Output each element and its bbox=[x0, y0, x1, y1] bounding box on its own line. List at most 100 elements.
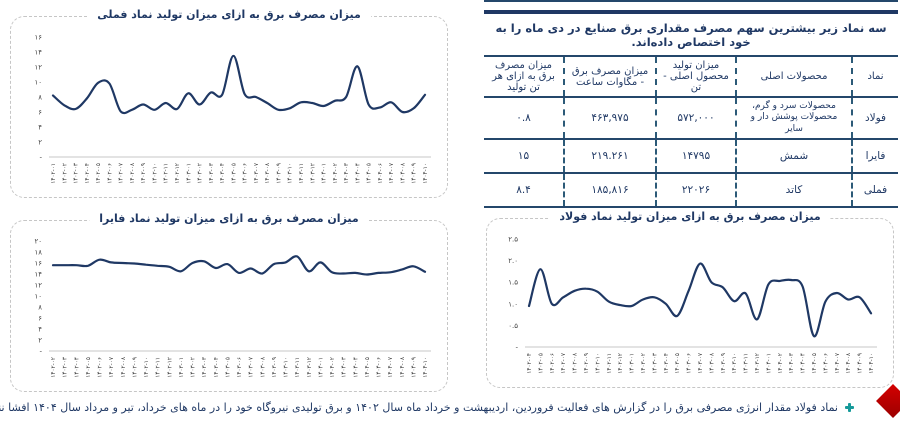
cell-production: ۵۷۲,۰۰۰ bbox=[655, 97, 736, 139]
cell-symbol: فملی bbox=[851, 172, 898, 207]
svg-text:۱۴۰۳-۱۰: ۱۴۰۳-۱۰ bbox=[284, 357, 290, 378]
svg-text:۲.۰: ۲.۰ bbox=[508, 257, 518, 265]
cell-production: ۲۲۰۲۶ bbox=[655, 172, 736, 207]
svg-text:۱۴۰۲-۰۶: ۱۴۰۲-۰۶ bbox=[98, 357, 104, 378]
svg-text:۱.۰: ۱.۰ bbox=[508, 300, 518, 308]
svg-text:۱۴۰۳-۰۵: ۱۴۰۳-۰۵ bbox=[675, 353, 681, 374]
svg-text:۱۴۰۴-۰۵: ۱۴۰۴-۰۵ bbox=[365, 357, 371, 378]
svg-text:۱۴۰۳-۰۴: ۱۴۰۳-۰۴ bbox=[220, 163, 226, 184]
cell-products: شمش bbox=[735, 138, 852, 173]
svg-text:۱۴۰۲-۱۲: ۱۴۰۲-۱۲ bbox=[175, 163, 181, 184]
svg-text:۱۴۰۴-۰۳: ۱۴۰۴-۰۳ bbox=[789, 353, 795, 374]
svg-text:۱۴۰۳-۱۲: ۱۴۰۳-۱۲ bbox=[310, 163, 316, 184]
svg-text:۱۴۰۳-۰۱: ۱۴۰۳-۰۱ bbox=[630, 353, 636, 374]
chart-panel-foolad: میزان مصرف برق به ازای میزان تولید نماد … bbox=[486, 210, 894, 388]
svg-text:۴: ۴ bbox=[38, 326, 42, 334]
svg-text:۱۴۰۲-۰۶: ۱۴۰۲-۰۶ bbox=[550, 353, 556, 374]
svg-text:۰.۵: ۰.۵ bbox=[508, 322, 518, 330]
svg-text:-: - bbox=[39, 348, 42, 356]
svg-text:۱۴۰۳-۰۹: ۱۴۰۳-۰۹ bbox=[276, 163, 282, 184]
svg-text:۱۴۰۳-۰۹: ۱۴۰۳-۰۹ bbox=[721, 353, 727, 374]
svg-text:۱۴۰۴-۰۱: ۱۴۰۴-۰۱ bbox=[766, 353, 772, 374]
consumption-table-card: سه نماد زیر بیشترین سهم مصرف مقداری برق … bbox=[484, 0, 898, 208]
table-row-faira: فایرا شمش ۱۴۷۹۵ ۲۱۹.۲۶۱ ۱۵ bbox=[484, 138, 898, 173]
svg-text:۱۴۰۳-۰۸: ۱۴۰۳-۰۸ bbox=[265, 163, 271, 184]
svg-text:۱۴۰۳-۰۷: ۱۴۰۳-۰۷ bbox=[254, 163, 260, 184]
svg-text:۱۸: ۱۸ bbox=[34, 249, 42, 257]
svg-text:۱۴۰۲-۰۲: ۱۴۰۲-۰۲ bbox=[62, 163, 68, 184]
svg-text:۱۴۰۴-۰۶: ۱۴۰۴-۰۶ bbox=[823, 353, 829, 374]
svg-text:۱۴۰۲-۰۴: ۱۴۰۲-۰۴ bbox=[85, 163, 91, 184]
cell-products: محصولات سرد و گرم، محصولات پوشش دار و سا… bbox=[735, 97, 852, 139]
consumption-table: نماد محصولات اصلی میزان تولید محصول اصلی… bbox=[484, 57, 898, 208]
svg-text:۱۴۰۴-۰۶: ۱۴۰۴-۰۶ bbox=[377, 357, 383, 378]
svg-text:۱۴۰۲-۰۸: ۱۴۰۲-۰۸ bbox=[130, 163, 136, 184]
svg-text:۱۴۰۲-۰۴: ۱۴۰۲-۰۴ bbox=[527, 353, 533, 374]
svg-text:۱۴۰۴-۱۰: ۱۴۰۴-۱۰ bbox=[423, 163, 429, 184]
svg-text:۱۴۰۲-۰۳: ۱۴۰۲-۰۳ bbox=[63, 357, 69, 378]
column-header-main-products: محصولات اصلی bbox=[735, 57, 852, 97]
svg-text:۱۴۰۳-۱۰: ۱۴۰۳-۱۰ bbox=[732, 353, 738, 374]
flower-bullet-icon bbox=[845, 403, 854, 412]
svg-text:۱۴۰۲-۱۱: ۱۴۰۲-۱۱ bbox=[156, 357, 162, 378]
svg-text:۱۴۰۴-۰۵: ۱۴۰۴-۰۵ bbox=[367, 163, 373, 184]
svg-text:۱۴۰۲-۱۰: ۱۴۰۲-۱۰ bbox=[144, 357, 150, 378]
svg-text:۱۴۰۳-۰۸: ۱۴۰۳-۰۸ bbox=[709, 353, 715, 374]
svg-text:۱۴۰۳-۰۳: ۱۴۰۳-۰۳ bbox=[209, 163, 215, 184]
svg-text:۱۴۰۳-۱۰: ۱۴۰۳-۱۰ bbox=[288, 163, 294, 184]
svg-text:۱۴۰۲-۰۲: ۱۴۰۲-۰۲ bbox=[51, 357, 57, 378]
cell-consumption: ۱۸۵,۸۱۶ bbox=[563, 172, 656, 207]
svg-text:۶: ۶ bbox=[38, 315, 42, 323]
svg-text:۱۴۰۴-۰۴: ۱۴۰۴-۰۴ bbox=[355, 163, 361, 184]
svg-text:۱۴۰۲-۰۵: ۱۴۰۲-۰۵ bbox=[86, 357, 92, 378]
column-header-consumption-mwh: میزان مصرف برق - مگاوات ساعت bbox=[563, 57, 656, 97]
svg-text:۱۴۰۲-۰۸: ۱۴۰۲-۰۸ bbox=[573, 353, 579, 374]
svg-text:۲۰: ۲۰ bbox=[34, 238, 42, 246]
table-row-famli: فملی کاتد ۲۲۰۲۶ ۱۸۵,۸۱۶ ۸.۴ bbox=[484, 172, 898, 207]
chart-panel-faira: میزان مصرف برق به ازای میزان تولید نماد … bbox=[10, 212, 448, 392]
cell-per-ton: ۰.۸ bbox=[516, 111, 531, 124]
svg-text:۱۴۰۴-۰۷: ۱۴۰۴-۰۷ bbox=[389, 163, 395, 184]
svg-text:-: - bbox=[515, 344, 518, 352]
svg-text:۱۴۰۳-۱۲: ۱۴۰۳-۱۲ bbox=[755, 353, 761, 374]
svg-text:۱۴۰۳-۰۷: ۱۴۰۳-۰۷ bbox=[249, 357, 255, 378]
svg-text:۲: ۲ bbox=[38, 139, 42, 147]
svg-text:۱۴۰۳-۰۹: ۱۴۰۳-۰۹ bbox=[272, 357, 278, 378]
column-header-production-tons: میزان تولید محصول اصلی - تن bbox=[655, 57, 736, 97]
line-chart-faira: - ۲ ۴ ۶ ۸ ۱۰ ۱۲ ۱۴ ۱۶ ۱۸ ۲۰ ۱۴۰۲-۰۲ ۱۴۰۲-۰۳ ۱۴۰۲-۰۴ ۱۴… bbox=[19, 233, 439, 389]
svg-text:۱۴۰۲-۰۳: ۱۴۰۲-۰۳ bbox=[74, 163, 80, 184]
column-header-consumption-per-ton: میزان مصرف برق به ازای هر تن تولید bbox=[492, 60, 555, 93]
svg-text:۱۴۰۲-۰۵: ۱۴۰۲-۰۵ bbox=[96, 163, 102, 184]
svg-text:۲.۵: ۲.۵ bbox=[508, 236, 518, 244]
line-chart-famli: - ۲ ۴ ۶ ۸ ۱۰ ۱۲ ۱۴ ۱۶ ۱۴۰۲-۰۱ ۱۴۰۲-۰۲ ۱۴۰۲-۰۳ ۱۴۰۲-۰… bbox=[19, 29, 439, 195]
svg-text:۴: ۴ bbox=[38, 124, 42, 132]
svg-text:۱۴۰۲-۰۷: ۱۴۰۲-۰۷ bbox=[109, 357, 115, 378]
svg-text:۱۴۰۳-۰۱: ۱۴۰۳-۰۱ bbox=[186, 163, 192, 184]
svg-text:۱۴۰۲-۰۴: ۱۴۰۲-۰۴ bbox=[74, 357, 80, 378]
table-row-foolad: فولاد محصولات سرد و گرم، محصولات پوشش دا… bbox=[484, 97, 898, 139]
svg-text:۱۴۰۲-۱۰: ۱۴۰۲-۱۰ bbox=[152, 163, 158, 184]
svg-text:۱۴۰۴-۰۳: ۱۴۰۴-۰۳ bbox=[342, 357, 348, 378]
svg-text:۱۴۰۲-۱۰: ۱۴۰۲-۱۰ bbox=[595, 353, 601, 374]
svg-text:۱۲: ۱۲ bbox=[34, 64, 42, 72]
cell-consumption: ۲۱۹.۲۶۱ bbox=[563, 138, 656, 173]
svg-text:۱۴۰۴-۰۹: ۱۴۰۴-۰۹ bbox=[412, 163, 418, 184]
table-header-row: نماد محصولات اصلی میزان تولید محصول اصلی… bbox=[484, 57, 898, 97]
cell-consumption: ۴۶۳,۹۷۵ bbox=[563, 97, 656, 139]
cell-per-ton: ۱۵ bbox=[517, 149, 530, 162]
svg-text:۱۴۰۲-۰۸: ۱۴۰۲-۰۸ bbox=[121, 357, 127, 378]
chart-panel-famli: میزان مصرف برق به ازای میزان تولید نماد … bbox=[10, 8, 448, 198]
svg-text:۱۴۰۲-۰۹: ۱۴۰۲-۰۹ bbox=[132, 357, 138, 378]
svg-text:۱۴۰۴-۰۸: ۱۴۰۴-۰۸ bbox=[400, 357, 406, 378]
svg-text:۱۰: ۱۰ bbox=[34, 293, 42, 301]
svg-text:۱۴۰۳-۰۴: ۱۴۰۳-۰۴ bbox=[214, 357, 220, 378]
svg-text:۱۴۰۲-۰۶: ۱۴۰۲-۰۶ bbox=[107, 163, 113, 184]
svg-text:۱۴۰۲-۰۷: ۱۴۰۲-۰۷ bbox=[561, 353, 567, 374]
svg-text:۱۴۰۴-۰۷: ۱۴۰۴-۰۷ bbox=[388, 357, 394, 378]
svg-text:۱۴۰۳-۱۱: ۱۴۰۳-۱۱ bbox=[744, 353, 750, 374]
svg-text:۱۴۰۲-۱۱: ۱۴۰۲-۱۱ bbox=[164, 163, 170, 184]
svg-text:۱۴۰۳-۰۷: ۱۴۰۳-۰۷ bbox=[698, 353, 704, 374]
cell-production: ۱۴۷۹۵ bbox=[655, 138, 736, 173]
svg-text:۱۰: ۱۰ bbox=[34, 79, 42, 87]
column-header-symbol: نماد bbox=[851, 57, 898, 97]
